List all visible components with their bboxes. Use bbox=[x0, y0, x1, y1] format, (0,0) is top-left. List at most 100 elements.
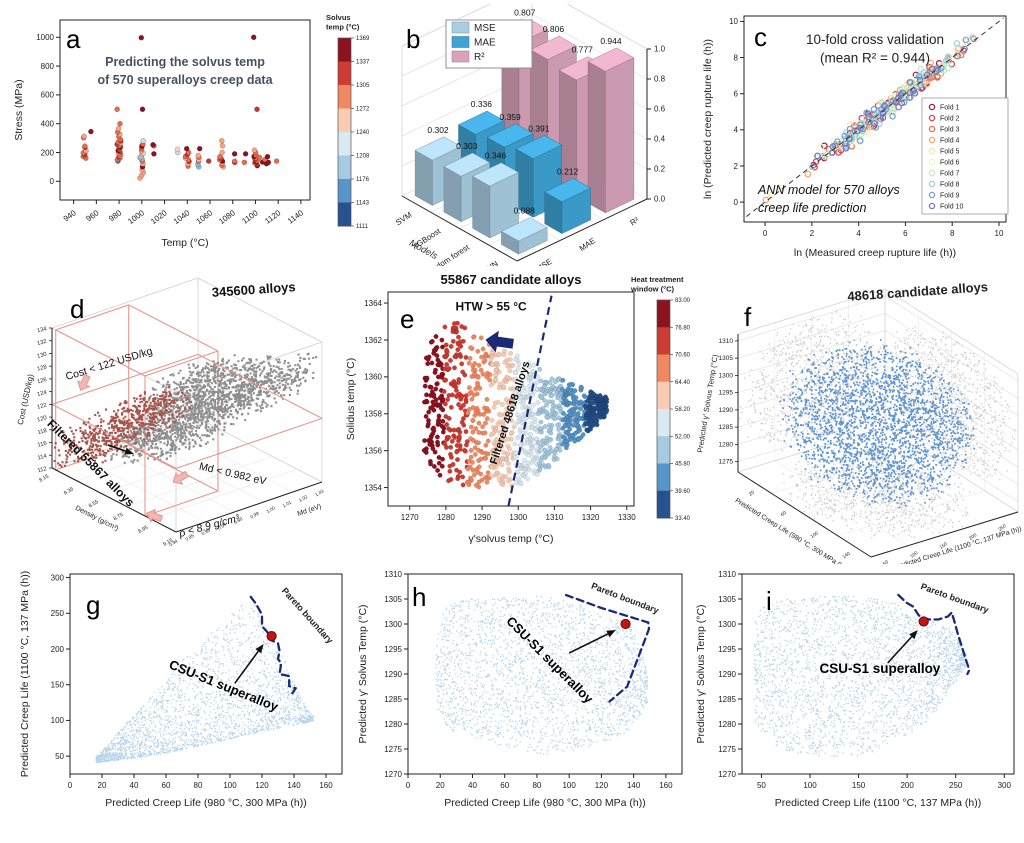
axes: 0 2 4 6 8 10 0 2 4 6 8 10 ln (Measured creep rupture… bbox=[702, 15, 1007, 259]
pareto-boundary-label: Pareto boundary bbox=[919, 581, 990, 615]
svg-text:1111: 1111 bbox=[356, 224, 369, 230]
svg-text:1272: 1272 bbox=[356, 107, 370, 113]
svg-text:0: 0 bbox=[406, 781, 411, 790]
cost-constraint-plane bbox=[51, 353, 323, 469]
svg-text:1300: 1300 bbox=[509, 513, 527, 522]
md-axis-label: Md (eV) bbox=[297, 503, 323, 518]
annotation: Md < 0.982 eV bbox=[198, 461, 268, 488]
svg-text:1000: 1000 bbox=[36, 33, 54, 42]
svg-text:1300: 1300 bbox=[384, 620, 402, 629]
svg-text:39.60: 39.60 bbox=[675, 489, 691, 495]
svg-text:300: 300 bbox=[51, 573, 65, 582]
annotation-arrow bbox=[107, 444, 126, 452]
axes: 50 100 150 200 250 300 1270 1275 1280 1285 1290 129… bbox=[695, 570, 1015, 809]
svg-text:200: 200 bbox=[41, 148, 55, 157]
annotation-arrow bbox=[234, 650, 259, 684]
colorbar: 1369 1337 1305 1272 1240 1208 1176 1143 1111 Solv… bbox=[326, 13, 370, 230]
svg-text:1.03: 1.03 bbox=[314, 488, 325, 497]
legend-item-label: Fold 7 bbox=[940, 171, 960, 178]
annotation: Cost < 122 USD/kg bbox=[64, 345, 154, 383]
svg-text:0.97: 0.97 bbox=[217, 522, 228, 531]
axes: 0 20 40 60 80 100 120 140 160 1270 1275 1280 1285 129… bbox=[357, 570, 683, 809]
svg-text:60: 60 bbox=[162, 781, 171, 790]
svg-text:1275: 1275 bbox=[384, 745, 402, 754]
right-wall-shadow bbox=[890, 326, 1016, 481]
svg-text:1320: 1320 bbox=[582, 513, 600, 522]
y-axis-label: Predicted γ' Solvus Temp (°C) bbox=[357, 604, 369, 743]
svg-text:0.98: 0.98 bbox=[233, 516, 244, 525]
panel-b-plot: 0.807 0.806 0.336 0.777 0.359 0.302 0.944 0.391… bbox=[394, 4, 666, 266]
svg-text:8.15: 8.15 bbox=[38, 473, 50, 483]
svg-text:0.4: 0.4 bbox=[654, 135, 666, 144]
svg-text:0.96: 0.96 bbox=[201, 527, 212, 536]
svg-text:45.80: 45.80 bbox=[675, 462, 691, 468]
svg-text:0.8: 0.8 bbox=[654, 75, 666, 84]
svg-text:8: 8 bbox=[734, 53, 739, 62]
svg-text:160: 160 bbox=[319, 781, 333, 790]
svg-text:126: 126 bbox=[37, 377, 48, 385]
legend: MSE MAE R² bbox=[445, 19, 533, 69]
annotation-arrow bbox=[887, 636, 913, 664]
svg-text:1100: 1100 bbox=[240, 208, 260, 226]
svg-text:100: 100 bbox=[909, 550, 919, 560]
panel-a: a 940 960 980 1000 1020 1040 1060 1080 1100 1120 1… bbox=[8, 4, 380, 266]
x-axis-label: γ'solvus temp (°C) bbox=[469, 533, 554, 545]
svg-text:200: 200 bbox=[51, 645, 65, 654]
model-tick-label: SVM bbox=[394, 210, 414, 227]
svg-text:1290: 1290 bbox=[719, 407, 734, 414]
svg-text:1300: 1300 bbox=[718, 620, 736, 629]
bar-value-label: 0.088 bbox=[514, 206, 536, 216]
svg-text:60: 60 bbox=[500, 781, 509, 790]
legend-item-label: Fold 8 bbox=[940, 182, 960, 189]
svg-text:300: 300 bbox=[998, 781, 1012, 790]
y-axis-label: Predicted Creep Life (1100 °C, 137 MPa (… bbox=[19, 571, 31, 778]
svg-text:0: 0 bbox=[763, 229, 768, 238]
legend-item-label: Fold 10 bbox=[940, 204, 963, 211]
svg-text:0.0: 0.0 bbox=[654, 195, 666, 204]
legend-item-label: Fold 5 bbox=[940, 149, 960, 156]
svg-text:8.75: 8.75 bbox=[113, 512, 125, 522]
colorbar-title: temp (°C) bbox=[326, 23, 360, 32]
panel-title: 10-fold cross validation bbox=[806, 32, 944, 47]
data-points bbox=[753, 595, 967, 758]
svg-text:1337: 1337 bbox=[356, 60, 370, 66]
metric-tick-label: MSE bbox=[534, 257, 553, 266]
svg-text:0.99: 0.99 bbox=[249, 511, 260, 520]
bar-value-label: 0.806 bbox=[543, 24, 565, 34]
svg-text:1290: 1290 bbox=[718, 670, 736, 679]
svg-text:0: 0 bbox=[50, 177, 55, 186]
svg-text:8.95: 8.95 bbox=[137, 525, 149, 535]
svg-text:150: 150 bbox=[939, 541, 949, 551]
bar-value-label: 0.346 bbox=[485, 151, 507, 161]
panel-g-plot: 0 20 40 60 80 100 120 140 160 50 100 150 200 250 300 Pr… bbox=[19, 571, 343, 809]
axes: 1270 1280 1290 1300 1310 1320 1330 1354 1356 1358… bbox=[345, 291, 636, 545]
z-axis-label: Cost (USD/kg) bbox=[16, 373, 36, 426]
bar-value-label: 0.336 bbox=[471, 99, 493, 109]
svg-text:1270: 1270 bbox=[384, 770, 402, 779]
svg-text:1176: 1176 bbox=[356, 177, 370, 183]
svg-text:1305: 1305 bbox=[718, 595, 736, 604]
y-axis-label: ln (Predicted creep rupture life (h)) bbox=[702, 39, 714, 199]
svg-text:10: 10 bbox=[995, 229, 1004, 238]
identity-line bbox=[746, 17, 1004, 217]
svg-text:1290: 1290 bbox=[384, 670, 402, 679]
svg-text:150: 150 bbox=[852, 781, 866, 790]
pareto-boundary-line bbox=[249, 595, 298, 695]
pareto-boundary-line bbox=[897, 593, 971, 676]
svg-text:1285: 1285 bbox=[718, 695, 736, 704]
x-axis-label: Temp (°C) bbox=[161, 237, 208, 249]
svg-text:50: 50 bbox=[882, 559, 890, 564]
block-arrow-icon bbox=[485, 330, 514, 353]
svg-text:1358: 1358 bbox=[364, 410, 382, 419]
legend-box bbox=[921, 97, 1009, 215]
annotation: HTW > 55 °C bbox=[456, 299, 527, 313]
svg-text:1369: 1369 bbox=[356, 36, 370, 42]
pareto-boundary-label: Pareto boundary bbox=[590, 581, 660, 616]
svg-text:1280: 1280 bbox=[718, 720, 736, 729]
svg-text:1305: 1305 bbox=[384, 595, 402, 604]
svg-text:58.20: 58.20 bbox=[675, 407, 691, 413]
bar-value-label: 0.777 bbox=[572, 45, 594, 55]
panel-title: 48618 candidate alloys bbox=[847, 279, 989, 304]
panel-i-letter: i bbox=[766, 586, 772, 616]
svg-text:83.00: 83.00 bbox=[675, 298, 691, 304]
